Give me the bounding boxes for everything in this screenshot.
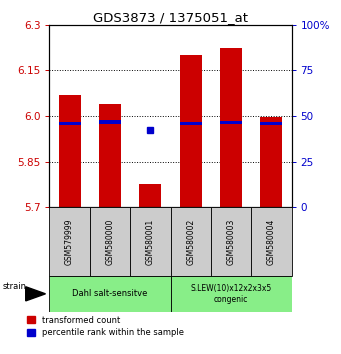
Bar <box>59 95 81 207</box>
Bar <box>59 122 81 125</box>
Title: GDS3873 / 1375051_at: GDS3873 / 1375051_at <box>93 11 248 24</box>
Text: GSM580004: GSM580004 <box>267 218 276 265</box>
Bar <box>99 104 121 207</box>
Polygon shape <box>26 287 45 301</box>
Text: GSM580003: GSM580003 <box>226 218 236 265</box>
Bar <box>139 184 161 207</box>
FancyBboxPatch shape <box>90 207 130 276</box>
Text: GSM580002: GSM580002 <box>186 218 195 265</box>
FancyBboxPatch shape <box>251 207 292 276</box>
Bar <box>180 122 202 125</box>
FancyBboxPatch shape <box>49 276 170 312</box>
Text: GSM580001: GSM580001 <box>146 218 155 265</box>
Bar <box>180 55 202 207</box>
FancyBboxPatch shape <box>130 207 170 276</box>
Legend: transformed count, percentile rank within the sample: transformed count, percentile rank withi… <box>27 316 183 337</box>
Text: Dahl salt-sensitve: Dahl salt-sensitve <box>72 289 148 298</box>
Bar <box>99 120 121 124</box>
Bar <box>260 122 282 125</box>
Text: strain: strain <box>2 281 27 291</box>
Bar <box>260 116 282 207</box>
FancyBboxPatch shape <box>170 276 292 312</box>
FancyBboxPatch shape <box>170 207 211 276</box>
Bar <box>220 121 242 125</box>
FancyBboxPatch shape <box>49 207 90 276</box>
Text: S.LEW(10)x12x2x3x5
congenic: S.LEW(10)x12x2x3x5 congenic <box>190 284 272 303</box>
Text: GSM579999: GSM579999 <box>65 218 74 265</box>
Bar <box>220 47 242 207</box>
FancyBboxPatch shape <box>211 207 251 276</box>
Text: GSM580000: GSM580000 <box>105 218 115 265</box>
